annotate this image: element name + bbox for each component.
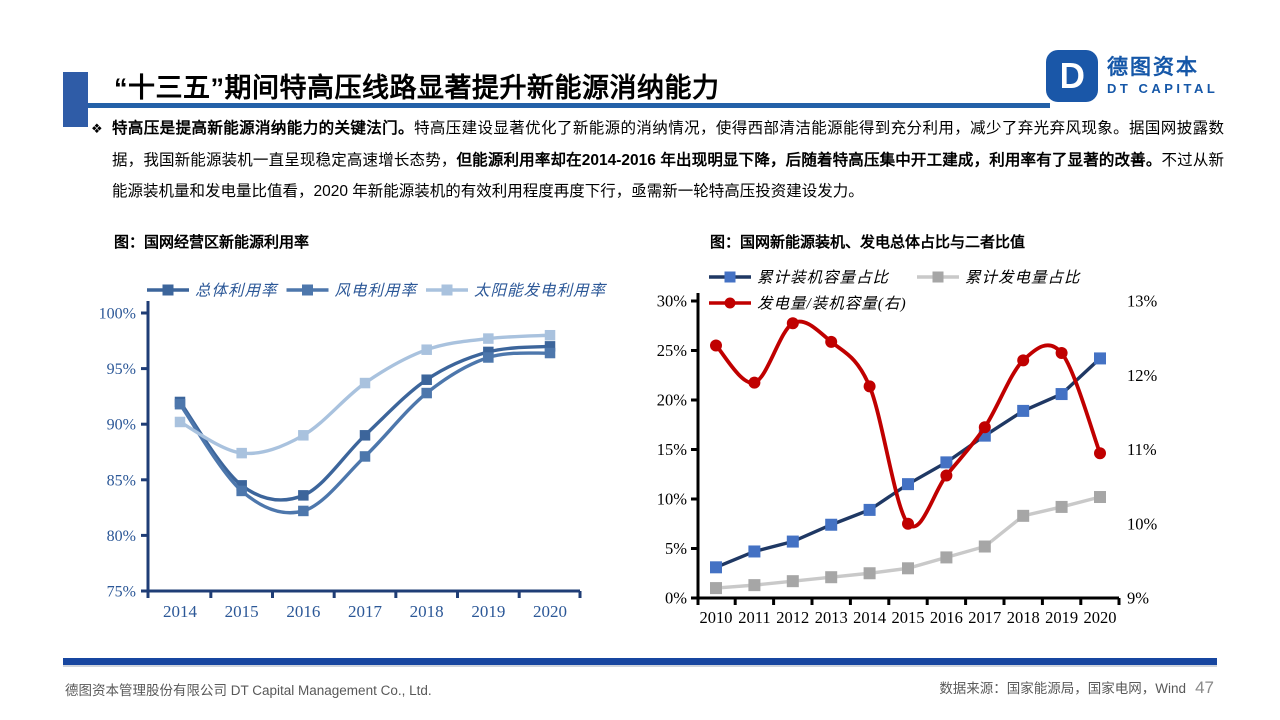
svg-text:10%: 10% (1127, 514, 1158, 533)
svg-text:13%: 13% (1127, 292, 1158, 311)
svg-text:2019: 2019 (471, 602, 505, 621)
company-logo: D 德图资本 DT CAPITAL (1046, 50, 1218, 102)
svg-text:9%: 9% (1127, 589, 1149, 608)
footer-right: 数据来源：国家能源局，国家电网，Wind 47 (939, 677, 1214, 698)
svg-text:2017: 2017 (968, 608, 1001, 627)
footer-bar (63, 658, 1217, 667)
svg-text:总体利用率: 总体利用率 (195, 282, 279, 300)
svg-text:5%: 5% (665, 539, 687, 558)
svg-text:2012: 2012 (776, 608, 809, 627)
left-chart-title: 图：国网经营区新能源利用率 (114, 234, 310, 251)
svg-text:20%: 20% (657, 391, 688, 410)
logo-text: 德图资本 DT CAPITAL (1107, 55, 1219, 96)
svg-text:15%: 15% (657, 440, 688, 459)
svg-text:2013: 2013 (815, 608, 848, 627)
svg-text:2011: 2011 (738, 608, 770, 627)
footer-company: 德图资本管理股份有限公司 DT Capital Management Co., … (65, 683, 432, 698)
svg-text:2019: 2019 (1045, 608, 1078, 627)
svg-text:2018: 2018 (410, 602, 444, 621)
svg-text:2020: 2020 (533, 602, 567, 621)
svg-text:85%: 85% (107, 472, 136, 489)
svg-text:2020: 2020 (1084, 608, 1117, 627)
logo-zh: 德图资本 (1107, 55, 1199, 79)
svg-text:累计发电量占比: 累计发电量占比 (965, 269, 1081, 287)
svg-text:75%: 75% (107, 584, 136, 601)
svg-text:2016: 2016 (286, 602, 320, 621)
svg-text:2010: 2010 (700, 608, 733, 627)
svg-text:2014: 2014 (853, 608, 886, 627)
svg-text:风电利用率: 风电利用率 (335, 282, 419, 300)
page-number: 47 (1195, 678, 1214, 697)
right-chart-title: 图：国网新能源装机、发电总体占比与二者比值 (710, 234, 1026, 251)
svg-text:2015: 2015 (892, 608, 925, 627)
svg-text:2017: 2017 (348, 602, 383, 621)
svg-text:2016: 2016 (930, 608, 963, 627)
svg-text:90%: 90% (107, 417, 136, 434)
svg-text:2018: 2018 (1007, 608, 1040, 627)
title-underline (88, 103, 1050, 108)
page-title: “十三五”期间特高压线路显著提升新能源消纳能力 (114, 73, 720, 103)
footer-source: 数据来源：国家能源局，国家电网，Wind (939, 681, 1187, 696)
logo-mark-icon: D (1046, 50, 1098, 102)
svg-text:30%: 30% (657, 292, 688, 311)
body-paragraph: 特高压是提高新能源消纳能力的关键法门。特高压建设显著优化了新能源的消纳情况，使得… (112, 120, 1224, 200)
logo-en: DT CAPITAL (1107, 80, 1219, 96)
bullet-diamond-icon: ❖ (91, 121, 103, 136)
svg-text:95%: 95% (107, 361, 136, 378)
svg-text:0%: 0% (665, 589, 687, 608)
header-accent-bar (63, 72, 88, 127)
svg-text:80%: 80% (107, 528, 136, 545)
svg-text:2015: 2015 (225, 602, 259, 621)
svg-text:25%: 25% (657, 341, 688, 360)
svg-text:太阳能发电利用率: 太阳能发电利用率 (474, 282, 608, 300)
svg-text:12%: 12% (1127, 366, 1158, 385)
svg-text:10%: 10% (657, 490, 688, 509)
svg-text:累计装机容量占比: 累计装机容量占比 (757, 269, 890, 287)
svg-text:100%: 100% (99, 306, 136, 323)
svg-text:11%: 11% (1127, 440, 1157, 459)
svg-text:发电量/装机容量(右): 发电量/装机容量(右) (757, 295, 907, 313)
svg-text:2014: 2014 (163, 602, 198, 621)
left-chart-svg: 总体利用率 风电利用率 太阳能发电利用率 75% 80% 85% 90% 95% 100% 201… (99, 282, 608, 622)
